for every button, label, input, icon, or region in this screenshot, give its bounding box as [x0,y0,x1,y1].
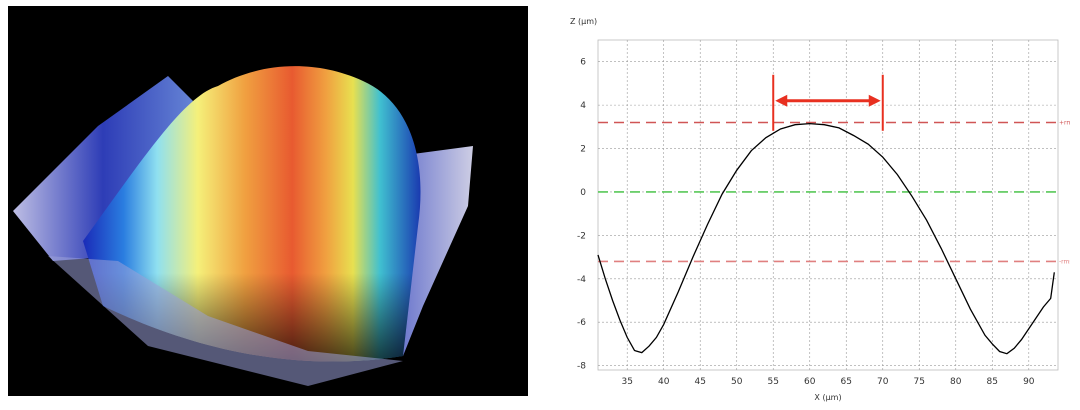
x-tick-label: 60 [804,377,816,387]
surface-3d-render [8,6,528,396]
y-tick-label: 6 [580,58,586,68]
x-tick-label: 40 [658,377,670,387]
reference-line-label: +rms [1059,120,1070,127]
y-tick-label: 2 [580,145,586,155]
x-tick-label: 35 [621,377,632,387]
y-tick-label: -2 [577,231,586,241]
width-arrow-annotation [772,74,884,131]
y-tick-label: 0 [580,188,586,198]
arrow-head-left [775,94,788,107]
x-tick-label: 85 [987,377,998,387]
x-tick-label: 65 [841,377,852,387]
series-line-profile [597,122,1055,355]
y-tick-label: 4 [580,101,586,111]
x-tick-label: 50 [731,377,743,387]
x-tick-label: 45 [694,377,705,387]
y-axis-title: Z (µm) [570,17,597,26]
y-tick-labels: -8 -6 -4 -2 0 2 4 6 [577,58,586,372]
x-tick-label: 75 [914,377,925,387]
y-tick-label: -8 [577,362,586,372]
y-tick-label: -6 [577,318,586,328]
x-tick-label: 70 [877,377,889,387]
plot-area [597,39,1059,371]
x-axis-title: X (µm) [814,393,841,402]
x-tick-label: 55 [768,377,779,387]
x-tick-label: 90 [1023,377,1035,387]
reference-lines: +rms -rms [598,120,1070,265]
y-tick-label: -4 [577,275,586,285]
reference-line-label: -rms [1059,258,1070,265]
x-tick-labels: 35 40 45 50 55 60 65 70 75 80 85 90 [621,377,1034,387]
surface-3d-image [13,66,473,386]
arrow-head-right [868,94,881,107]
x-tick-label: 80 [950,377,962,387]
